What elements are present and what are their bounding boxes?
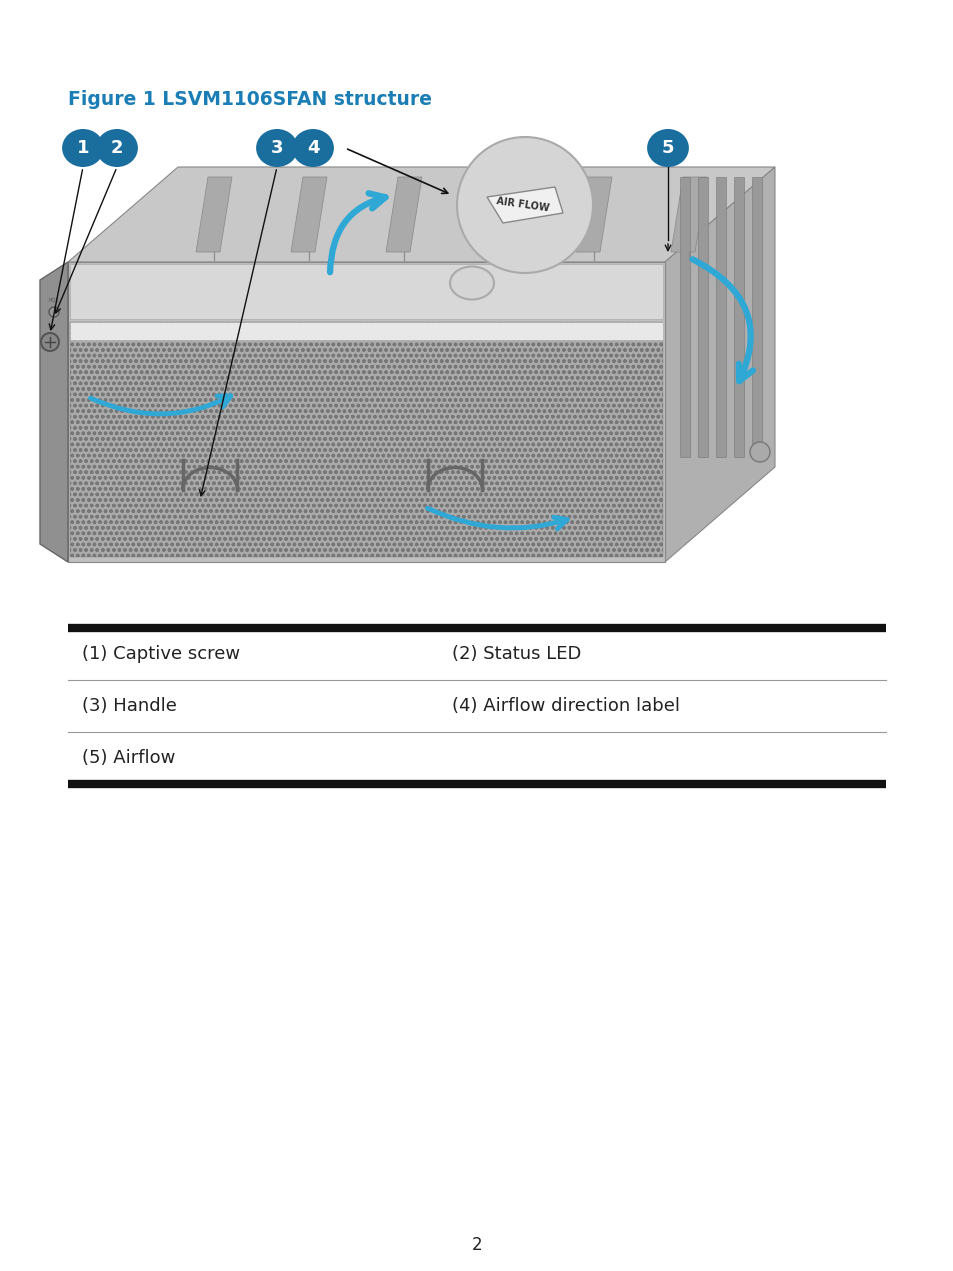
Bar — [70, 322, 662, 557]
Polygon shape — [716, 177, 725, 458]
Polygon shape — [751, 177, 761, 458]
Text: (4) Airflow direction label: (4) Airflow direction label — [452, 697, 679, 716]
Circle shape — [749, 442, 769, 461]
Polygon shape — [576, 177, 612, 252]
Text: Figure 1 LSVM1106SFAN structure: Figure 1 LSVM1106SFAN structure — [68, 90, 432, 109]
Text: 4: 4 — [307, 139, 319, 158]
FancyArrowPatch shape — [347, 149, 447, 193]
Text: (5) Airflow: (5) Airflow — [82, 749, 175, 766]
Text: 5: 5 — [661, 139, 674, 158]
FancyArrowPatch shape — [91, 395, 231, 414]
Ellipse shape — [255, 128, 297, 167]
FancyArrowPatch shape — [330, 193, 385, 272]
Text: POE: POE — [49, 297, 59, 302]
Ellipse shape — [292, 128, 334, 167]
Bar — [70, 322, 662, 341]
Text: 2: 2 — [471, 1235, 482, 1254]
Polygon shape — [386, 177, 421, 252]
Polygon shape — [40, 262, 68, 562]
Polygon shape — [291, 177, 327, 252]
Polygon shape — [195, 177, 232, 252]
Polygon shape — [68, 167, 774, 262]
Ellipse shape — [96, 128, 138, 167]
FancyArrowPatch shape — [427, 508, 567, 529]
Polygon shape — [68, 262, 664, 562]
Bar — [70, 264, 662, 319]
Text: (3) Handle: (3) Handle — [82, 697, 176, 716]
Text: 1: 1 — [76, 139, 90, 158]
Ellipse shape — [450, 267, 494, 300]
FancyArrowPatch shape — [692, 259, 752, 381]
Text: (2) Status LED: (2) Status LED — [452, 644, 581, 663]
Polygon shape — [733, 177, 743, 458]
Polygon shape — [679, 177, 689, 458]
Polygon shape — [486, 187, 562, 222]
Text: 2: 2 — [111, 139, 123, 158]
Text: AIR FLOW: AIR FLOW — [496, 196, 550, 214]
Text: (1) Captive screw: (1) Captive screw — [82, 644, 240, 663]
Polygon shape — [664, 167, 774, 562]
Polygon shape — [480, 177, 517, 252]
Polygon shape — [670, 177, 706, 252]
Circle shape — [49, 308, 59, 316]
Circle shape — [456, 137, 593, 273]
Ellipse shape — [62, 128, 104, 167]
Polygon shape — [698, 177, 707, 458]
Circle shape — [41, 333, 59, 351]
Ellipse shape — [646, 128, 688, 167]
Text: 3: 3 — [271, 139, 283, 158]
